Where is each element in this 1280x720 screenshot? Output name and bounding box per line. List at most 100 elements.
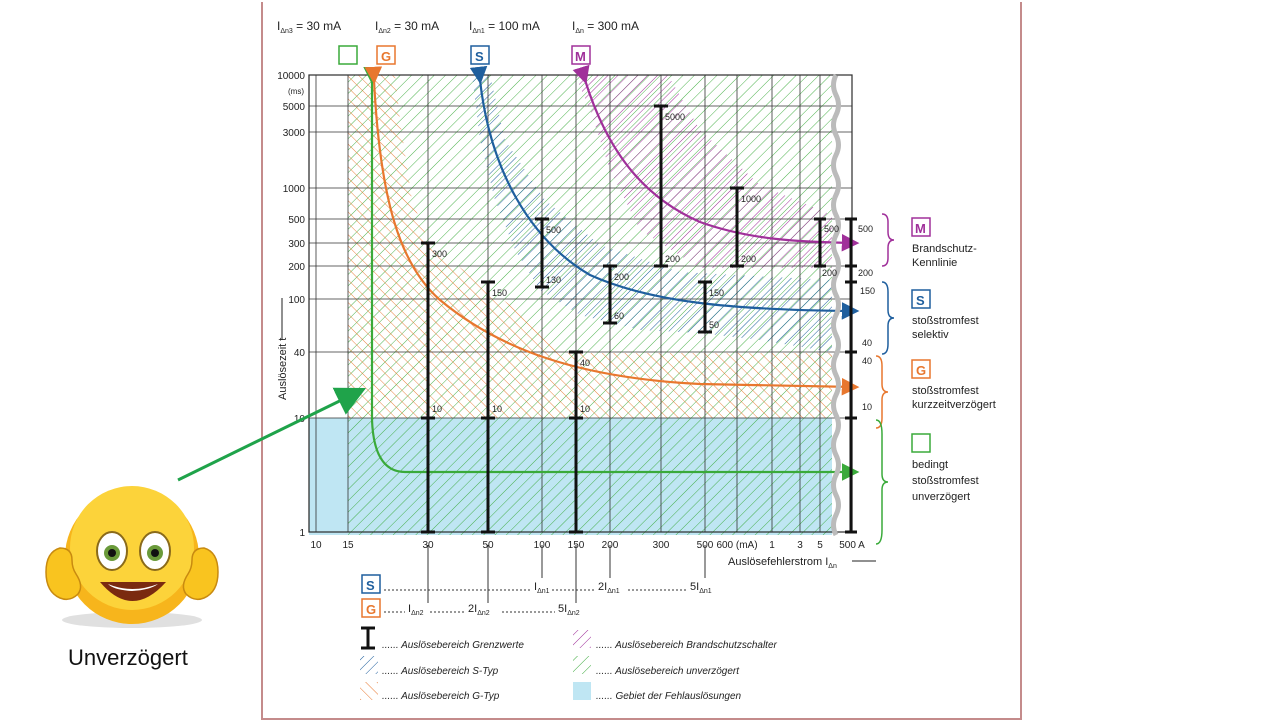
x-tick-label: 300 xyxy=(653,540,670,551)
multiples-axes: S IΔn1 2IΔn1 5IΔn1 G IΔn2 2IΔn2 5IΔn2 xyxy=(361,545,712,618)
limit-bar: 150 50 xyxy=(698,280,724,334)
y-tick-label: 5000 xyxy=(283,102,306,113)
legend-item-cyan: ...... Gebiet der Fehlauslösungen xyxy=(573,682,742,702)
limit-bar: 150 10 xyxy=(481,280,507,534)
caption: Unverzögert xyxy=(68,645,188,670)
legend-badge-s: S xyxy=(916,293,925,308)
g-axis-label-2: 2IΔn2 xyxy=(468,603,490,617)
badge-s xyxy=(470,45,490,65)
axis-break xyxy=(831,73,841,537)
g-axis-badge: G xyxy=(366,602,376,617)
legend-s-line2: selektiv xyxy=(912,329,949,341)
limit-bar-label: 150 xyxy=(709,288,724,298)
svg-text:...... Gebiet der Fehlauslösu: ...... Gebiet der Fehlauslösungen xyxy=(596,691,742,702)
limit-bar-label: 200 xyxy=(665,254,680,264)
bottom-legend: ...... Auslösebereich Grenzwerte ...... … xyxy=(360,626,778,702)
right-bar-label: 500 xyxy=(858,224,873,234)
s-axis-label-1: IΔn1 xyxy=(534,581,550,595)
y-unit-label: (ms) xyxy=(288,87,304,96)
legend-label-bar: ...... Auslösebereich Grenzwerte xyxy=(382,640,524,651)
x-tick-label: 3 xyxy=(797,540,803,551)
limit-bar-label: 1000 xyxy=(741,194,761,204)
limit-bar-label: 10 xyxy=(492,404,502,414)
thumbs-up-emoji-icon xyxy=(45,486,219,628)
s-axis-label-2: 2IΔn1 xyxy=(598,581,620,595)
series-line-blue xyxy=(469,65,860,320)
legend-item-magenta: ...... Auslösebereich Brandschutzschalte… xyxy=(573,630,778,651)
top-badges: G S M xyxy=(338,45,591,65)
legend-m-line1: Brandschutz- xyxy=(912,243,977,255)
legend-g-line1: stoßstromfest xyxy=(912,385,979,397)
x-tick-label: 1 xyxy=(769,540,775,551)
y-tick-label: 1000 xyxy=(283,184,306,195)
series-line-green xyxy=(363,66,860,481)
badge-m-letter: M xyxy=(575,49,586,64)
right-bar-label: 10 xyxy=(862,402,872,412)
series-line-orange xyxy=(364,66,860,396)
legend-u-line3: unverzögert xyxy=(912,491,970,503)
y-tick-label: 300 xyxy=(288,239,305,250)
legend-m-line2: Kennlinie xyxy=(912,257,957,269)
limit-bar-label: 150 xyxy=(492,288,507,298)
top-labels: IΔn3 = 30 mA IΔn2 = 30 mA IΔn1 = 100 mA … xyxy=(277,19,639,35)
limit-bar: 200 60 xyxy=(603,264,629,325)
badge-m xyxy=(571,45,591,65)
top-label-idn: IΔn = 300 mA xyxy=(572,19,639,35)
svg-text:...... Auslösebereich G-Typ: ...... Auslösebereich G-Typ xyxy=(382,691,500,702)
s-axis-badge: S xyxy=(366,578,375,593)
top-label-idn2: IΔn2 = 30 mA xyxy=(375,19,439,35)
x-tick-label: 10 xyxy=(310,540,322,551)
legend-badge-unverzoegert xyxy=(911,433,931,453)
x-axis-ticks: 10 15 30 50 100 150 200 300 500 600 (mA) 1 3 5 500 A xyxy=(310,540,865,551)
limit-bar-label: 10 xyxy=(432,404,442,414)
right-bar-label: 200 xyxy=(822,268,837,278)
limit-bar: 40 10 xyxy=(569,350,590,534)
limit-bar-label: 5000 xyxy=(665,112,685,122)
right-legend: M Brandschutz- Kennlinie S stoßstromfest… xyxy=(875,213,996,545)
y-tick-label: 10000 xyxy=(277,71,305,82)
y-tick-label: 1 xyxy=(299,528,305,539)
limit-bar-label: 60 xyxy=(614,311,624,321)
badge-unverzoegert xyxy=(338,45,358,65)
right-bar-label: 40 xyxy=(862,356,872,366)
x-tick-label: 500 A xyxy=(839,540,865,551)
limit-bar: 500 130 xyxy=(535,217,561,289)
limit-bar: 300 10 xyxy=(421,241,447,534)
x-tick-label: 600 (mA) xyxy=(716,540,757,551)
limit-bar: 1000 200 xyxy=(730,186,761,268)
right-bar-label: 500 xyxy=(824,224,839,234)
top-label-idn1: IΔn1 = 100 mA xyxy=(469,19,540,35)
legend-badge-m: M xyxy=(915,221,926,236)
legend-item-orange: ...... Auslösebereich G-Typ xyxy=(360,682,500,702)
limit-bar-label: 130 xyxy=(546,275,561,285)
legend-badge-g: G xyxy=(916,363,926,378)
right-bar-label: 40 xyxy=(862,338,872,348)
y-tick-label: 100 xyxy=(288,295,305,306)
legend-item-blue: ...... Auslösebereich S-Typ xyxy=(360,656,499,677)
series xyxy=(363,64,860,481)
right-bar-label: 150 xyxy=(860,286,875,296)
g-axis-label-5: 5IΔn2 xyxy=(558,603,580,617)
series-line-magenta xyxy=(572,64,860,252)
y-tick-label: 200 xyxy=(288,262,305,273)
badge-s-letter: S xyxy=(475,49,484,64)
top-label-idn3: IΔn3 = 30 mA xyxy=(277,19,341,35)
limit-bar-label: 10 xyxy=(580,404,590,414)
badge-g xyxy=(376,45,396,65)
svg-text:...... Auslösebereich unverzö: ...... Auslösebereich unverzögert xyxy=(596,666,740,677)
limit-bar-label: 40 xyxy=(580,358,590,368)
limit-bar-label: 500 xyxy=(546,225,561,235)
legend-u-line2: stoßstromfest xyxy=(912,475,979,487)
legend-g-line2: kurzzeitverzögert xyxy=(912,399,996,411)
y-tick-label: 40 xyxy=(294,348,306,359)
limit-bar: 5000 200 xyxy=(654,104,685,268)
x-tick-label: 15 xyxy=(342,540,354,551)
g-axis-label-1: IΔn2 xyxy=(408,603,424,617)
limit-bar-label: 50 xyxy=(709,320,719,330)
x-tick-label: 5 xyxy=(817,540,823,551)
badge-g-letter: G xyxy=(381,49,391,64)
y-tick-label: 500 xyxy=(288,215,305,226)
